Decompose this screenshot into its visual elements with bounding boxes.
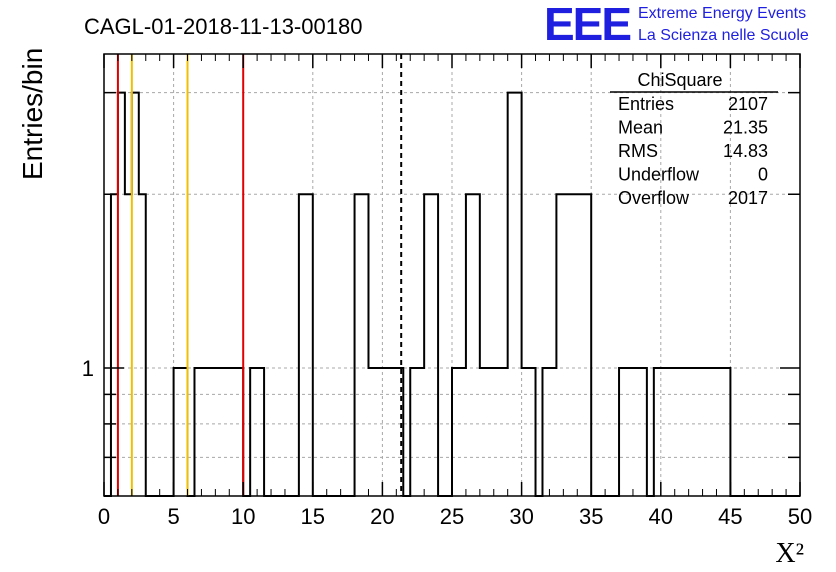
histogram-bin <box>222 368 229 496</box>
x-tick-label: 5 <box>167 504 179 529</box>
histogram-bin <box>529 368 536 496</box>
histogram-bin <box>675 368 682 496</box>
histogram-outline <box>104 91 800 497</box>
histogram-bin <box>515 93 522 496</box>
histogram-bin <box>480 368 487 496</box>
histogram-bin <box>355 194 362 496</box>
stats-row-value: 2107 <box>728 94 768 114</box>
x-tick-label: 25 <box>440 504 464 529</box>
histogram-bars <box>104 91 800 497</box>
stats-row-label: Underflow <box>618 165 700 185</box>
histogram-bin <box>522 368 529 496</box>
histogram-bin <box>494 368 501 496</box>
histogram-bin <box>362 194 369 496</box>
histogram-bin <box>542 368 549 496</box>
logo-line-1: Extreme Energy Events <box>638 5 806 22</box>
stats-row-value: 14.83 <box>723 141 768 161</box>
histogram-bin <box>299 194 306 496</box>
stats-row-value: 0 <box>758 165 768 185</box>
x-axis-label: X² <box>775 538 804 569</box>
x-tick-label: 45 <box>718 504 742 529</box>
x-tick-label: 0 <box>98 504 110 529</box>
stats-box-title: ChiSquare <box>637 70 722 90</box>
histogram-bin <box>424 194 431 496</box>
stats-row-label: Mean <box>618 118 663 138</box>
histogram-bin <box>389 368 396 496</box>
histogram-bin <box>396 368 403 496</box>
histogram-bin <box>549 368 556 496</box>
histogram-bin <box>487 368 494 496</box>
histogram-bin <box>215 368 222 496</box>
logo-line-2: La Scienza nelle Scuole <box>638 27 809 44</box>
stats-row-value: 2017 <box>728 188 768 208</box>
histogram-bin <box>410 368 417 496</box>
histogram-bin <box>501 368 508 496</box>
histogram-bin <box>250 368 257 496</box>
y-axis-label: Entries/bin <box>17 48 48 180</box>
reference-lines <box>116 54 403 496</box>
histogram-bin <box>570 194 577 496</box>
histogram-bin <box>626 368 633 496</box>
x-tick-label: 50 <box>788 504 812 529</box>
x-tick-label: 15 <box>301 504 325 529</box>
histogram-bin <box>689 368 696 496</box>
stats-row-label: Entries <box>618 94 674 114</box>
histogram-bin <box>654 368 661 496</box>
histogram-bin <box>431 194 438 496</box>
histogram-bin <box>661 368 668 496</box>
histogram-bin <box>696 368 703 496</box>
x-tick-label: 30 <box>509 504 533 529</box>
histogram-bin <box>382 368 389 496</box>
histogram-bin <box>563 194 570 496</box>
eee-logo-mark: EEE <box>544 0 630 50</box>
histogram-bin <box>111 194 118 496</box>
histogram-bin <box>452 368 459 496</box>
histogram-bin <box>640 368 647 496</box>
stats-row-label: RMS <box>618 141 658 161</box>
histogram-bin <box>710 368 717 496</box>
histogram-bin <box>306 194 313 496</box>
histogram-bin <box>459 368 466 496</box>
histogram-bin <box>703 368 710 496</box>
histogram-bin <box>125 194 132 496</box>
x-tick-label: 10 <box>231 504 255 529</box>
stats-row-value: 21.35 <box>723 118 768 138</box>
histogram-bin <box>257 368 264 496</box>
histogram-bin <box>556 194 563 496</box>
histogram-bin <box>716 368 723 496</box>
histogram-bin <box>508 93 515 496</box>
histogram-bin <box>132 93 139 496</box>
histogram-bin <box>633 368 640 496</box>
histogram-bin <box>139 194 146 496</box>
histogram-bin <box>682 368 689 496</box>
histogram-bin <box>584 194 591 496</box>
histogram-bin <box>619 368 626 496</box>
histogram-bin <box>473 194 480 496</box>
histogram-bin <box>417 368 424 496</box>
histogram-bin <box>229 368 236 496</box>
histogram-bin <box>723 368 730 496</box>
stats-rows: Entries 2107 Mean 21.35 RMS 14.83 Underflow 0 Ov… <box>618 94 768 208</box>
histogram-bin <box>118 93 125 496</box>
histogram-bin <box>375 368 382 496</box>
histogram-bin <box>208 368 215 496</box>
y-tick-label: 1 <box>82 356 94 381</box>
chart-title: CAGL-01-2018-11-13-00180 <box>84 14 362 39</box>
x-tick-label: 35 <box>579 504 603 529</box>
histogram-bin <box>577 194 584 496</box>
histogram-bin <box>201 368 208 496</box>
x-tick-label: 20 <box>370 504 394 529</box>
histogram-bin <box>194 368 201 496</box>
stats-row-label: Overflow <box>618 188 690 208</box>
histogram-bin <box>466 194 473 496</box>
x-tick-label: 40 <box>649 504 673 529</box>
stats-box: ChiSquare Entries 2107 Mean 21.35 RMS 14.83 Un… <box>610 70 778 208</box>
axis-ticks: 0 5 10 15 20 25 30 35 40 45 50 1 <box>82 54 812 529</box>
histogram-bin <box>368 368 375 496</box>
histogram-bin <box>236 368 243 496</box>
histogram-bin <box>174 368 181 496</box>
histogram-bin <box>668 368 675 496</box>
histogram-bin <box>181 368 188 496</box>
